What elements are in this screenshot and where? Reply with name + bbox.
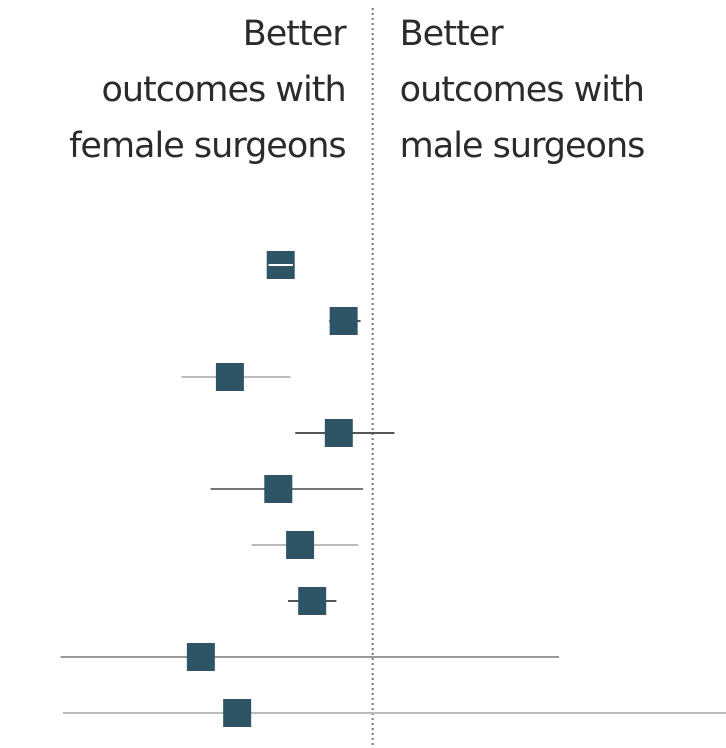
estimate xyxy=(215,363,244,391)
right-label: male surgeons xyxy=(400,126,645,166)
estimate xyxy=(186,643,215,671)
estimate xyxy=(264,475,293,503)
left-label: outcomes with xyxy=(101,70,345,110)
left-label: female surgeons xyxy=(69,126,346,166)
estimate xyxy=(329,307,358,335)
left-label: Better xyxy=(243,14,348,54)
estimate xyxy=(324,419,353,447)
right-label: outcomes with xyxy=(400,70,644,110)
estimate xyxy=(298,587,327,615)
estimate xyxy=(223,699,252,727)
right-label: Better xyxy=(400,14,505,54)
estimate xyxy=(286,531,315,559)
